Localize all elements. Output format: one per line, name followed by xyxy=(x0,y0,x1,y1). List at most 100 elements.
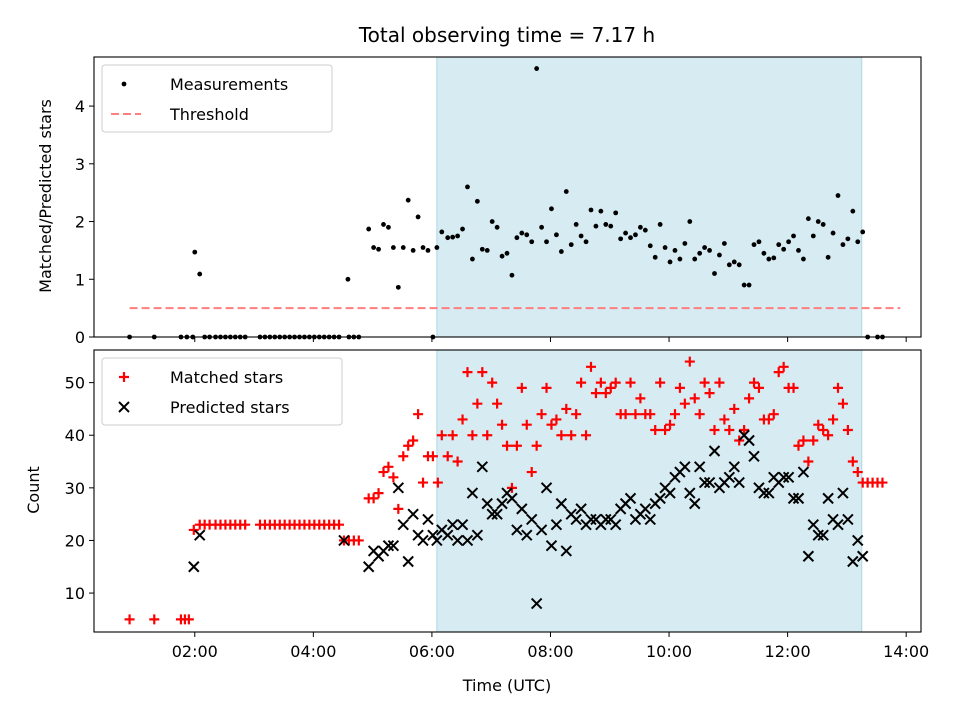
predicted-stars-marker xyxy=(679,461,691,473)
matched-stars-marker xyxy=(581,430,592,441)
measurement-point xyxy=(712,271,717,276)
predicted-stars-marker xyxy=(856,550,869,562)
predicted-stars-marker xyxy=(847,555,859,568)
predicted-stars-marker xyxy=(407,508,419,520)
measurement-point xyxy=(721,241,727,246)
measurement-point xyxy=(741,282,747,288)
measurement-point xyxy=(726,262,732,268)
matched-stars-marker xyxy=(418,477,429,488)
measurement-point xyxy=(623,230,628,236)
matched-stars-marker xyxy=(526,467,537,478)
matched-stars-marker xyxy=(739,424,750,435)
measurement-point xyxy=(484,248,490,253)
matched-stars-marker xyxy=(600,388,611,399)
predicted-stars-marker xyxy=(431,534,443,547)
matched-stars-marker xyxy=(852,467,863,478)
matched-stars-marker xyxy=(516,382,527,393)
matched-stars-marker xyxy=(610,377,621,388)
top-legend: Measurements Threshold xyxy=(101,64,333,133)
matched-stars-marker xyxy=(506,482,517,493)
measurement-point xyxy=(558,249,564,254)
measurement-point xyxy=(707,248,712,253)
predicted-stars-marker xyxy=(609,518,622,531)
matched-stars-marker xyxy=(709,424,720,435)
matched-stars-marker xyxy=(674,382,685,393)
bottom-legend-label: Matched stars xyxy=(170,368,283,387)
matched-stars-marker xyxy=(383,461,394,472)
predicted-stars-marker xyxy=(837,487,849,499)
matched-stars-marker xyxy=(457,414,468,425)
measurement-point xyxy=(573,222,579,227)
matched-stars-marker xyxy=(373,488,384,499)
measurement-point xyxy=(445,235,451,241)
predicted-stars-marker xyxy=(842,513,854,526)
measurement-point xyxy=(489,219,495,224)
measurement-point xyxy=(682,241,688,246)
matched-stars-marker xyxy=(541,382,552,393)
matched-stars-marker xyxy=(566,430,577,441)
matched-stars-marker xyxy=(803,456,814,467)
x-tick-label: 02:00 xyxy=(172,642,218,661)
matched-stars-marker xyxy=(768,409,779,420)
predicted-stars-marker xyxy=(397,518,409,531)
measurement-point xyxy=(593,223,599,229)
matched-stars-marker xyxy=(818,424,829,435)
matched-stars-marker xyxy=(436,430,447,441)
measurement-point xyxy=(672,248,678,253)
matched-stars-marker xyxy=(472,398,483,409)
predicted-stars-marker xyxy=(787,492,800,505)
measurement-point xyxy=(197,271,203,277)
top-legend-box xyxy=(101,64,333,133)
predicted-stars-marker xyxy=(792,492,805,505)
measurement-point xyxy=(465,184,470,190)
measurement-point xyxy=(499,253,505,259)
measurement-point xyxy=(687,219,693,224)
matched-stars-marker xyxy=(388,472,399,483)
measurement-point xyxy=(761,250,767,256)
matched-stars-marker xyxy=(442,451,453,462)
measurement-point xyxy=(504,250,510,256)
matched-stars-marker xyxy=(398,451,409,462)
measurement-point xyxy=(642,227,648,233)
measurement-point xyxy=(539,224,544,230)
matched-stars-marker xyxy=(334,519,345,530)
measurement-point xyxy=(400,245,406,250)
top-panel-y-axis-label: Matched/Predicted stars xyxy=(36,99,55,293)
matched-stars-marker xyxy=(462,367,473,378)
matched-stars-marker xyxy=(669,409,680,420)
predicted-stars-marker xyxy=(338,534,350,547)
measurement-point xyxy=(791,233,796,239)
matched-stars-marker xyxy=(502,440,513,451)
measurement-point xyxy=(410,248,416,253)
matched-stars-marker xyxy=(492,398,503,409)
matched-stars-marker xyxy=(482,430,493,441)
measurement-point xyxy=(386,224,391,230)
measurement-point xyxy=(568,242,574,248)
measurement-point xyxy=(766,256,772,262)
measurement-point xyxy=(796,248,801,253)
predicted-stars-marker xyxy=(758,487,770,499)
x-tick-label: 12:00 xyxy=(765,642,811,661)
predicted-stars-marker xyxy=(777,471,790,484)
predicted-stars-marker xyxy=(525,513,538,526)
predicted-stars-marker xyxy=(852,534,864,547)
predicted-stars-marker xyxy=(748,450,760,462)
top-legend-label: Measurements xyxy=(170,75,288,94)
measurement-point xyxy=(425,248,431,253)
measurement-point xyxy=(494,224,500,230)
matched-stars-marker xyxy=(798,435,809,446)
measurement-point xyxy=(776,242,782,248)
matched-stars-marker xyxy=(556,430,567,441)
bottom-legend-box xyxy=(101,357,343,426)
measurement-point xyxy=(381,222,386,227)
x-tick-label: 06:00 xyxy=(409,642,455,661)
matched-stars-marker xyxy=(427,451,438,462)
matched-stars-marker xyxy=(753,382,764,393)
predicted-stars-marker xyxy=(481,497,493,510)
measurement-point xyxy=(524,232,530,238)
predicted-stars-marker xyxy=(451,534,464,547)
predicted-stars-marker xyxy=(471,529,484,541)
measurement-point xyxy=(390,245,396,250)
matched-stars-marker xyxy=(511,440,522,451)
predicted-stars-marker xyxy=(723,471,736,484)
